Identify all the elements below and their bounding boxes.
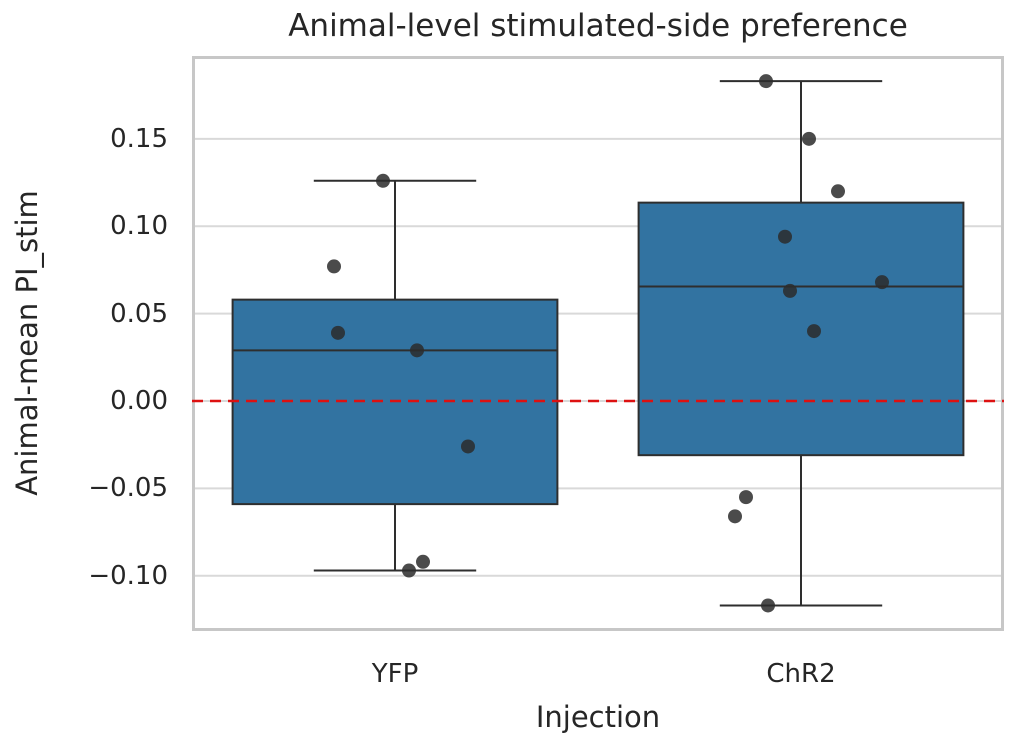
strip-point <box>402 563 416 578</box>
y-tick-label: 0.10 <box>110 211 168 242</box>
strip-point <box>327 259 341 274</box>
y-axis-label: Animal-mean PI_stim <box>10 190 44 496</box>
y-tick-label: 0.05 <box>110 298 168 329</box>
strip-point <box>759 74 773 89</box>
boxplot-canvas <box>192 56 1004 631</box>
strip-point <box>783 283 797 298</box>
strip-point <box>761 598 775 613</box>
strip-point <box>461 439 475 454</box>
x-tick-label-yfp: YFP <box>371 659 419 689</box>
y-tick-label: 0.15 <box>110 123 168 154</box>
strip-point <box>739 490 753 505</box>
box-chr2 <box>637 201 965 457</box>
strip-point <box>778 229 792 244</box>
plot-area <box>192 56 1004 631</box>
strip-point <box>807 324 821 339</box>
strip-point <box>875 275 889 290</box>
y-tick-label: −0.10 <box>88 560 168 591</box>
strip-point <box>410 343 424 358</box>
strip-point <box>331 325 345 340</box>
strip-point <box>416 554 430 569</box>
chart-title: Animal-level stimulated-side preference <box>288 8 908 44</box>
y-tick-label: 0.00 <box>110 386 168 416</box>
strip-point <box>376 173 390 188</box>
strip-point <box>831 184 845 199</box>
strip-point <box>728 509 742 524</box>
y-tick-label: −0.05 <box>88 473 168 504</box>
x-axis-label: Injection <box>535 700 661 734</box>
x-tick-label-chr2: ChR2 <box>766 659 836 689</box>
plot-border <box>192 56 1004 631</box>
strip-point <box>802 131 816 146</box>
